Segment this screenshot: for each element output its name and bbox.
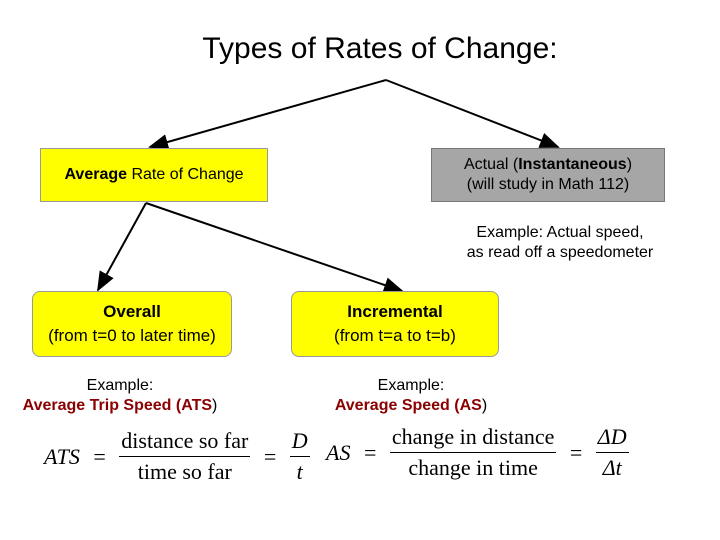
incremental-title: Incremental	[347, 302, 443, 321]
instantaneous-label: Instantaneous	[518, 156, 627, 173]
arrow-to-incremental	[145, 202, 404, 293]
overall-example: Example: Average Trip Speed (ATS)	[22, 377, 218, 414]
ats-formula: ATS = distance so far time so far = D t	[44, 428, 310, 484]
d-over-t-fraction: D t	[289, 428, 310, 484]
delta-fraction: ΔD Δt	[595, 424, 629, 480]
as-formula: AS = change in distance change in time =…	[326, 424, 629, 480]
math-112-note: (will study in Math 112)	[466, 176, 630, 193]
arrow-to-instantaneous	[385, 79, 560, 148]
instantaneous-example: Example: Actual speed, as read off a spe…	[466, 224, 654, 261]
as-abbr: AS	[459, 397, 482, 414]
incremental-box: Incremental (from t=a to t=b)	[291, 291, 499, 357]
incremental-example: Example: Average Speed (AS)	[334, 377, 488, 414]
arrow-to-overall	[97, 202, 147, 292]
rate-of-change-label: Rate of Change	[127, 166, 244, 183]
overall-title: Overall	[103, 302, 161, 321]
incremental-range: (from t=a to t=b)	[334, 326, 456, 345]
ats-fraction: distance so far time so far	[119, 428, 251, 484]
diagram-title: Types of Rates of Change:	[202, 32, 558, 65]
ats-abbr: ATS	[181, 397, 213, 414]
instantaneous-rate-box: Actual (Instantaneous) (will study in Ma…	[431, 148, 665, 202]
overall-box: Overall (from t=0 to later time)	[32, 291, 232, 357]
arrow-to-average	[148, 79, 387, 150]
average-label: Average	[64, 166, 128, 183]
overall-range: (from t=0 to later time)	[48, 326, 216, 345]
average-rate-box: Average Rate of Change	[40, 148, 268, 202]
as-fraction: change in distance change in time	[389, 424, 557, 480]
